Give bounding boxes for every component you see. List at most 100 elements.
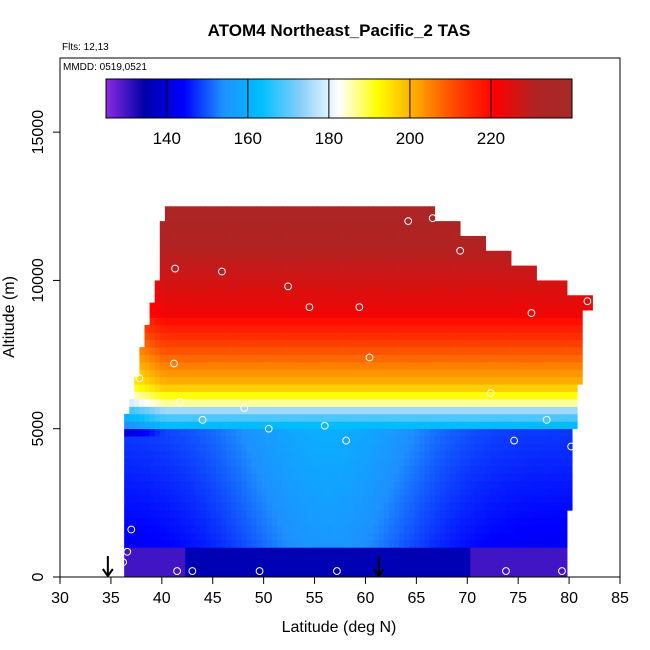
curtain-cell <box>526 436 532 444</box>
curtain-cell <box>246 295 252 304</box>
curtain-cell <box>439 428 446 437</box>
curtain-cell <box>439 369 446 378</box>
curtain-cell <box>190 354 196 363</box>
curtain-cell <box>317 399 324 407</box>
curtain-cell <box>353 517 359 526</box>
curtain-cell <box>332 280 339 289</box>
curtain-cell <box>307 510 313 519</box>
curtain-cell <box>332 243 339 252</box>
curtain-cell <box>536 547 542 556</box>
curtain-cell <box>546 517 553 526</box>
curtain-cell <box>470 562 476 570</box>
curtain-cell <box>231 361 237 370</box>
curtain-cell <box>521 428 527 437</box>
curtain-cell <box>419 339 425 348</box>
curtain-cell <box>180 554 186 563</box>
curtain-cell <box>205 539 212 548</box>
curtain-cell <box>444 317 451 326</box>
curtain-cell <box>363 517 369 526</box>
curtain-cell <box>281 295 288 304</box>
curtain-cell <box>455 361 461 370</box>
curtain-cell <box>358 339 364 348</box>
curtain-cell <box>399 443 405 452</box>
curtain-cell <box>256 525 262 533</box>
curtain-cell <box>480 406 486 415</box>
curtain-cell <box>251 317 257 326</box>
curtain-cell <box>480 502 486 511</box>
curtain-cell <box>220 391 227 400</box>
curtain-cell <box>236 339 242 348</box>
curtain-cell <box>551 458 558 467</box>
curtain-cell <box>261 547 268 556</box>
curtain-cell <box>307 280 313 289</box>
curtain-cell <box>312 280 318 289</box>
curtain-cell <box>144 480 150 489</box>
curtain-cell <box>343 295 349 304</box>
curtain-cell <box>373 339 380 348</box>
curtain-cell <box>169 480 176 489</box>
curtain-cell <box>505 488 512 496</box>
curtain-cell <box>154 443 161 452</box>
curtain-cell <box>287 347 293 355</box>
curtain-cell <box>373 310 380 318</box>
curtain-cell <box>124 428 130 437</box>
curtain-cell <box>307 354 313 363</box>
curtain-cell <box>302 369 308 378</box>
curtain-cell <box>531 436 537 444</box>
curtain-cell <box>322 250 329 259</box>
curtain-cell <box>236 465 242 474</box>
curtain-cell <box>312 310 318 318</box>
curtain-cell <box>215 428 222 437</box>
curtain-cell <box>337 347 344 355</box>
curtain-cell <box>353 539 359 548</box>
curtain-cell <box>266 406 273 415</box>
curtain-cell <box>164 280 171 289</box>
curtain-cell <box>210 206 217 215</box>
curtain-cell <box>556 347 563 355</box>
curtain-cell <box>276 273 283 281</box>
curtain-cell <box>154 428 161 437</box>
curtain-cell <box>373 413 380 422</box>
curtain-cell <box>409 539 415 548</box>
curtain-cell <box>495 428 502 437</box>
curtain-cell <box>256 302 262 311</box>
curtain-cell <box>414 339 420 348</box>
curtain-cell <box>556 480 563 489</box>
curtain-cell <box>231 517 237 526</box>
curtain-cell <box>531 547 537 556</box>
x-tick-label: 30 <box>51 590 69 607</box>
curtain-cell <box>154 310 161 318</box>
curtain-cell <box>297 361 303 370</box>
curtain-cell <box>292 324 298 333</box>
curtain-cell <box>541 339 548 348</box>
curtain-cell <box>190 221 196 229</box>
curtain-cell <box>175 539 181 548</box>
curtain-cell <box>460 569 466 577</box>
curtain-cell <box>480 258 486 266</box>
curtain-cell <box>175 280 181 289</box>
curtain-cell <box>236 361 242 370</box>
curtain-cell <box>465 258 471 266</box>
curtain-cell <box>414 221 420 229</box>
curtain-cell <box>317 450 324 459</box>
curtain-cell <box>449 258 456 266</box>
curtain-cell <box>251 510 257 519</box>
curtain-cell <box>470 406 476 415</box>
curtain-cell <box>500 250 507 259</box>
curtain-cell <box>200 465 206 474</box>
curtain-cell <box>307 310 313 318</box>
curtain-cell <box>236 406 242 415</box>
curtain-cell <box>358 221 364 229</box>
curtain-cell <box>556 376 563 385</box>
curtain-cell <box>220 228 227 237</box>
curtain-cell <box>393 332 400 341</box>
curtain-cell <box>175 413 181 422</box>
curtain-cell <box>363 243 369 252</box>
curtain-cell <box>149 539 156 548</box>
curtain-cell <box>302 384 308 393</box>
curtain-cell <box>292 443 298 452</box>
curtain-cell <box>500 310 507 318</box>
curtain-cell <box>287 332 293 341</box>
curtain-cell <box>343 465 349 474</box>
curtain-cell <box>556 295 563 304</box>
